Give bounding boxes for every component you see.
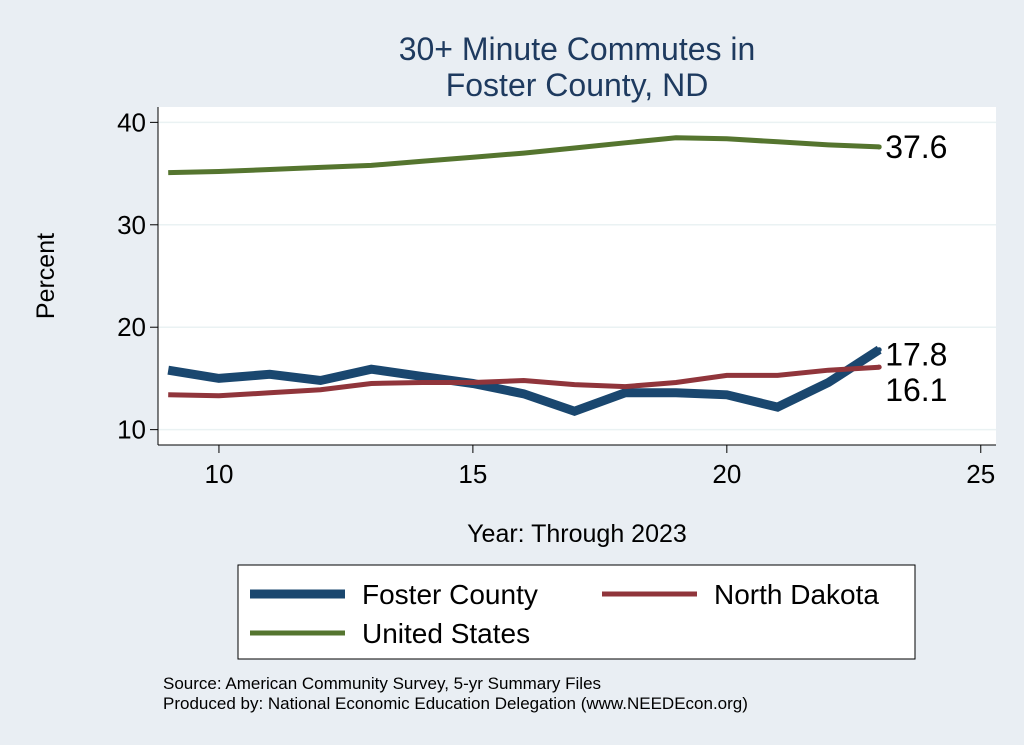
legend-label-united-states: United States [362,618,530,649]
end-label-foster-county: 17.8 [885,337,947,373]
legend-label-foster-county: Foster County [362,579,538,610]
x-tick-label: 25 [966,459,995,489]
y-tick-label: 10 [117,415,146,445]
x-axis-label: Year: Through 2023 [467,520,687,548]
chart-title-line-2: Foster County, ND [446,67,709,103]
chart-title-line-1: 30+ Minute Commutes in [399,31,756,67]
x-tick-label: 10 [204,459,233,489]
series-line-foster-county [167,345,882,416]
end-label-united-states: 37.6 [885,129,947,165]
produced-by-note: Produced by: National Economic Education… [163,694,748,713]
legend-label-north-dakota: North Dakota [714,579,879,610]
series-line-north-dakota [168,364,880,399]
end-marker-foster-county [876,347,882,353]
legend: Foster County North Dakota United States [237,564,916,660]
y-axis-label: Percent [32,233,60,319]
axes: 10 20 30 40 10 15 20 25 [117,107,996,489]
end-label-north-dakota: 16.1 [885,372,947,408]
y-tick-label: 20 [117,312,146,342]
series-group [167,135,882,416]
source-note: Source: American Community Survey, 5-yr … [163,674,601,693]
y-tick-label: 30 [117,210,146,240]
end-marker-north-dakota [876,364,882,370]
y-tick-label: 40 [117,107,146,137]
end-marker-united-states [876,144,882,150]
gridlines [158,121,996,431]
series-line-united-states [168,135,880,176]
x-tick-label: 15 [458,459,487,489]
x-tick-label: 20 [712,459,741,489]
legend-box [237,564,916,660]
end-labels: 17.816.1 37.6 [885,129,947,408]
